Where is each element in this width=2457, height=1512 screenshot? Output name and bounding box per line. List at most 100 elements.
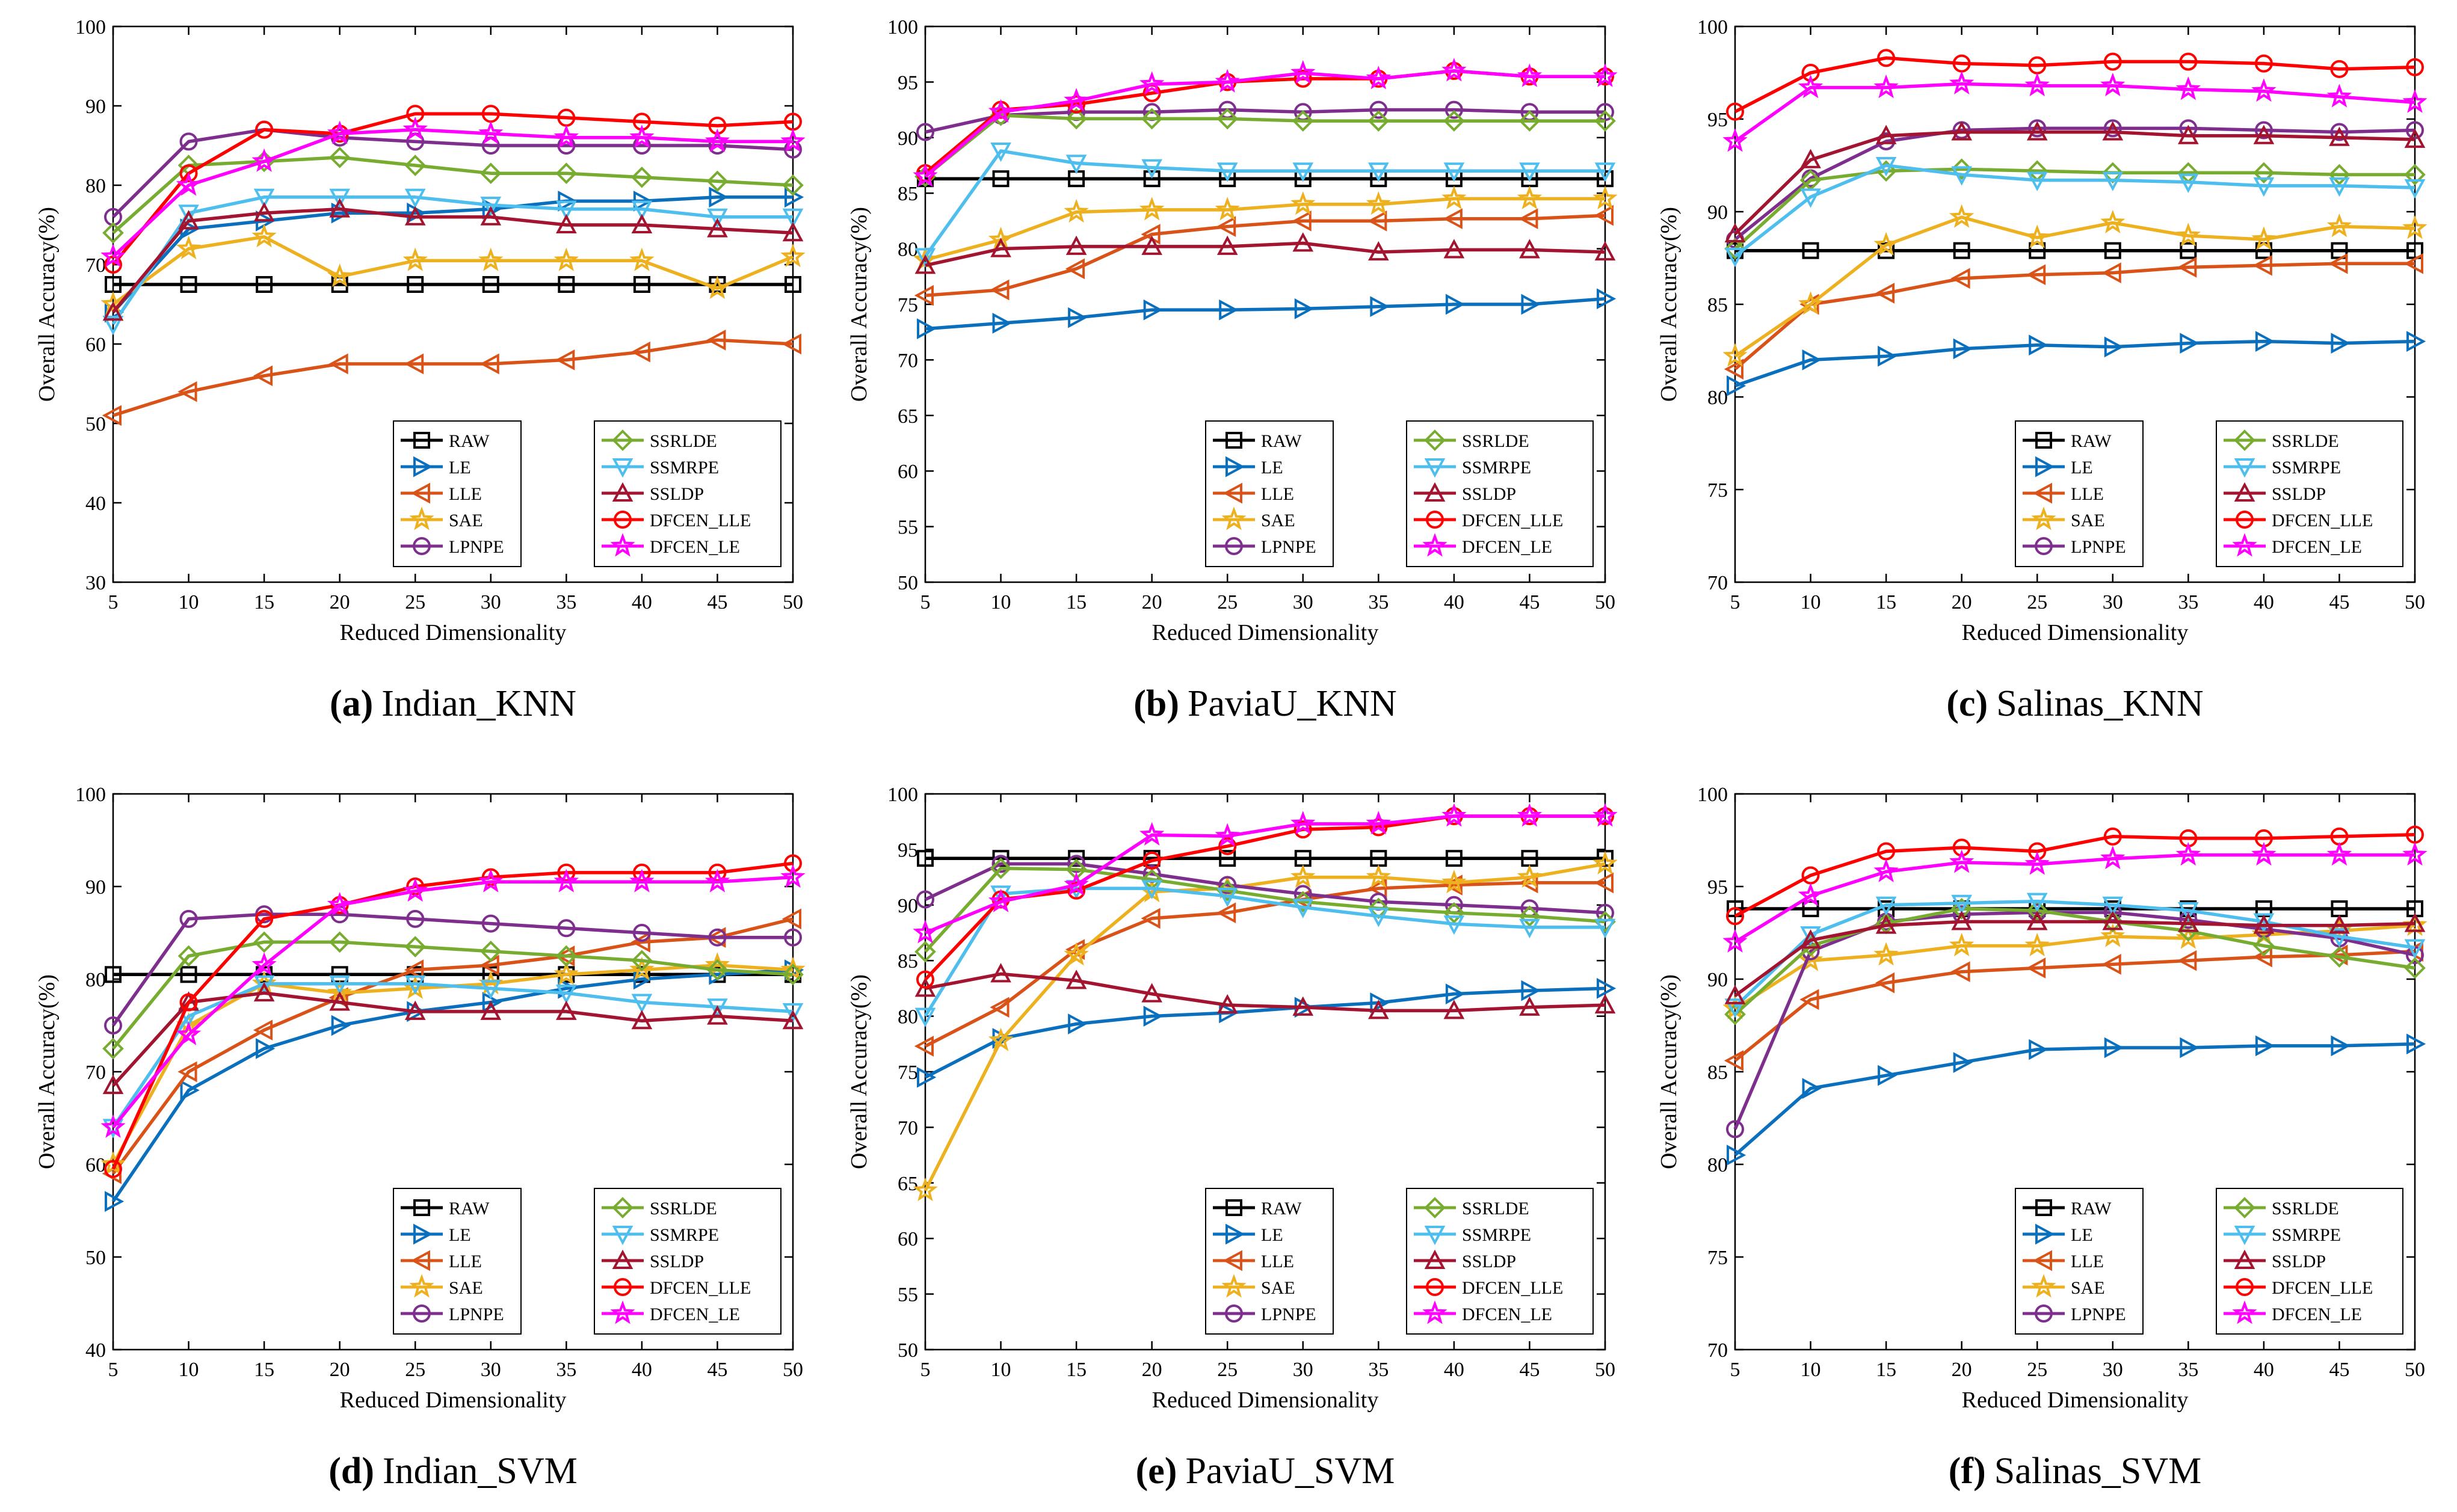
series-line-sae — [923, 862, 1606, 1191]
legend-entry-lle: LLE — [1213, 1250, 1294, 1271]
data-point-sae — [1798, 947, 1823, 971]
data-point-ssmrpe — [2329, 928, 2350, 948]
data-point-ssldp — [329, 198, 351, 218]
series-line-lle — [113, 338, 794, 417]
data-point-dfcen_lle — [255, 120, 274, 139]
data-point-dfcen_le — [2326, 84, 2352, 108]
data-point-lpnpe — [916, 890, 934, 909]
data-point-ssldp — [1216, 994, 1238, 1014]
data-point-lle — [1216, 216, 1236, 237]
data-point-ssmrpe — [1724, 247, 1746, 268]
data-point-ssldp — [1800, 929, 1821, 949]
x-tick-label: 50 — [2405, 1359, 2425, 1381]
legend-label: LLE — [1261, 484, 1294, 504]
legend-swatch-marker — [1424, 1197, 1446, 1219]
data-point-dfcen_le — [1592, 63, 1618, 87]
data-point-dfcen_lle — [2254, 54, 2273, 73]
legend-entry-lle: LLE — [2023, 482, 2104, 504]
data-point-ssmrpe — [1594, 162, 1616, 182]
series-line-dfcen_lle — [1734, 833, 2415, 918]
y-axis: 70 75 80 85 90 95 100 — [1697, 784, 2415, 1362]
data-point-ssmrpe — [329, 188, 351, 209]
legend-box-1: RAW LE LLE SAE LPNPE — [1205, 420, 1334, 567]
series-line-lpnpe — [111, 912, 793, 1027]
legend-label: RAW — [2071, 431, 2112, 451]
x-tick-label: 45 — [707, 591, 727, 613]
x-tick-label: 25 — [1217, 1359, 1238, 1381]
data-point-sae — [1366, 864, 1392, 888]
x-tick-label: 5 — [920, 591, 931, 613]
legend-entry-sae: SAE — [401, 506, 483, 530]
legend-label: SAE — [2071, 511, 2105, 530]
legend-entry-ssrlde: SSRLDE — [1414, 429, 1529, 451]
series-ssrlde — [102, 931, 804, 1060]
y-tick-label: 60 — [898, 461, 918, 483]
legend-entry-lpnpe: LPNPE — [2023, 537, 2126, 557]
series-line-ssmrpe — [923, 887, 1605, 1018]
y-tick-label: 50 — [898, 1339, 918, 1362]
y-tick-label: 80 — [898, 1006, 918, 1028]
series-lpnpe — [104, 120, 802, 226]
data-point-ssmrpe — [1443, 162, 1465, 182]
series-line-sae — [1734, 215, 2415, 358]
data-point-lle — [479, 353, 499, 375]
data-point-lle — [914, 284, 934, 306]
caption-title: Salinas_KNN — [1996, 683, 2203, 724]
data-point-ssrlde — [1594, 110, 1616, 132]
legend-entry-ssrlde: SSRLDE — [602, 429, 717, 451]
data-point-ssmrpe — [990, 142, 1011, 162]
x-axis: 5 10 15 20 25 30 35 40 45 50 — [108, 26, 803, 613]
x-axis-label: Reduced Dimensionality — [1152, 1388, 1379, 1413]
data-point-dfcen_le — [176, 172, 202, 196]
legend-label: SAE — [1261, 511, 1295, 530]
legend-label: SSRLDE — [650, 431, 717, 451]
legend-entry-lpnpe: LPNPE — [2023, 1305, 2126, 1324]
data-point-ssldp — [2177, 124, 2199, 144]
data-point-dfcen_lle — [104, 1160, 122, 1178]
data-point-dfcen_le — [1949, 70, 1975, 95]
data-point-dfcen_le — [1441, 803, 1467, 827]
data-point-lle — [1875, 283, 1895, 304]
data-point-lle — [2177, 257, 2197, 278]
data-point-ssldp — [1443, 239, 1465, 259]
data-point-lpnpe — [481, 914, 500, 933]
data-point-ssmrpe — [2102, 171, 2124, 191]
data-point-le — [1219, 299, 1239, 321]
x-tick-label: 5 — [108, 1359, 119, 1381]
legend-swatch-marker — [2234, 1249, 2255, 1269]
y-tick-label: 90 — [85, 876, 106, 899]
legend-label: DFCEN_LE — [2272, 1305, 2362, 1324]
data-point-dfcen_le — [1064, 871, 1089, 896]
data-point-ssldp — [914, 977, 936, 997]
y-tick-label: 90 — [898, 128, 918, 150]
data-point-ssldp — [2329, 914, 2350, 934]
legend-entry-raw: RAW — [401, 431, 490, 451]
series-line-sae — [925, 197, 1605, 262]
caption-c: (c) Salinas_KNN — [1946, 683, 2203, 724]
data-point-ssmrpe — [782, 208, 804, 229]
data-point-ssrlde — [1518, 110, 1541, 132]
y-tick-label: 55 — [898, 1284, 918, 1306]
data-point-dfcen_le — [913, 163, 938, 188]
y-tick-label: 70 — [1707, 1339, 1728, 1362]
series-line-dfcen_le — [112, 128, 793, 258]
legend-swatch-marker — [1222, 482, 1242, 504]
legend-swatch-marker — [410, 482, 430, 504]
data-point-ssldp — [2102, 121, 2124, 141]
legend-swatch-marker — [1422, 533, 1447, 557]
legend-swatch-marker — [1222, 1250, 1242, 1271]
legend-entry-le: LE — [1213, 456, 1283, 478]
x-tick-label: 10 — [1801, 1359, 1821, 1381]
legend-label: RAW — [449, 431, 490, 451]
data-point-ssldp — [1724, 223, 1746, 242]
data-point-sae — [1064, 198, 1089, 223]
data-point-dfcen_lle — [2179, 52, 2198, 71]
data-point-raw — [558, 276, 575, 293]
legend-entry-dfcen_le: DFCEN_LE — [602, 1300, 740, 1324]
data-point-dfcen_le — [1949, 849, 1975, 873]
x-tick-label: 50 — [783, 591, 803, 613]
data-point-raw — [992, 170, 1010, 188]
data-point-sae — [1366, 191, 1392, 215]
data-point-ssrlde — [2026, 900, 2049, 921]
legend-swatch-marker — [1225, 1199, 1242, 1216]
